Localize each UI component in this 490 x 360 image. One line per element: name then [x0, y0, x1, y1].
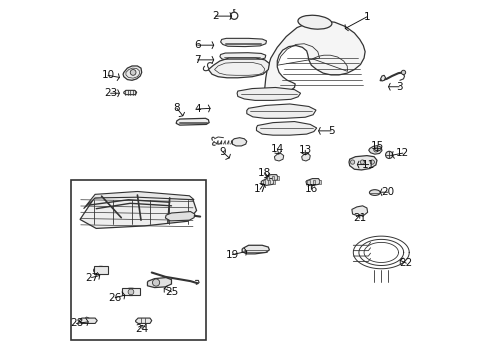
Polygon shape [261, 179, 274, 185]
Circle shape [374, 148, 378, 152]
Text: 16: 16 [305, 184, 318, 194]
Bar [94, 266, 108, 274]
Polygon shape [231, 138, 247, 146]
Polygon shape [247, 104, 316, 118]
Text: 4: 4 [195, 104, 201, 114]
Ellipse shape [94, 266, 108, 274]
Polygon shape [208, 58, 270, 78]
Text: 8: 8 [173, 103, 180, 113]
Polygon shape [266, 175, 278, 181]
Text: 3: 3 [396, 82, 402, 92]
Polygon shape [274, 153, 284, 161]
Text: 13: 13 [298, 145, 312, 155]
Circle shape [360, 160, 365, 164]
Text: 18: 18 [258, 168, 271, 178]
Circle shape [370, 160, 374, 164]
Bar [276, 176, 279, 180]
Bar [268, 180, 270, 184]
Polygon shape [237, 87, 300, 100]
Text: 2: 2 [212, 11, 219, 21]
Circle shape [152, 279, 160, 286]
Text: 25: 25 [165, 287, 178, 297]
Polygon shape [381, 75, 386, 81]
Bar [71, 180, 205, 339]
Polygon shape [242, 245, 270, 254]
Bar [319, 180, 321, 184]
Text: 19: 19 [226, 249, 239, 260]
Text: 27: 27 [85, 273, 98, 283]
Text: 7: 7 [195, 55, 201, 65]
Text: 17: 17 [253, 184, 267, 194]
Text: 12: 12 [396, 148, 410, 158]
Ellipse shape [298, 15, 332, 29]
Polygon shape [220, 39, 267, 46]
Text: 6: 6 [195, 40, 201, 50]
Polygon shape [123, 66, 142, 80]
Circle shape [350, 160, 355, 164]
Text: 15: 15 [371, 141, 384, 151]
Text: 14: 14 [270, 144, 284, 154]
Polygon shape [306, 179, 320, 185]
Text: 11: 11 [362, 159, 375, 170]
Circle shape [401, 70, 406, 75]
Text: 10: 10 [101, 70, 115, 80]
Polygon shape [176, 118, 209, 125]
Text: 21: 21 [353, 213, 367, 223]
Text: 23: 23 [104, 88, 117, 98]
Polygon shape [124, 90, 137, 95]
Polygon shape [256, 122, 317, 135]
Bar [122, 288, 140, 296]
Text: 5: 5 [328, 126, 334, 136]
Polygon shape [352, 206, 368, 216]
Polygon shape [166, 212, 195, 221]
Polygon shape [84, 192, 194, 209]
Bar [307, 180, 310, 184]
Bar [267, 176, 270, 180]
Polygon shape [368, 145, 382, 154]
Text: 1: 1 [364, 12, 370, 22]
Text: 22: 22 [400, 258, 413, 268]
Text: 28: 28 [70, 319, 83, 328]
Text: 20: 20 [381, 187, 394, 197]
Polygon shape [349, 156, 377, 170]
Polygon shape [147, 278, 172, 288]
Text: 24: 24 [135, 324, 148, 334]
Circle shape [386, 151, 393, 158]
Polygon shape [220, 53, 266, 60]
Polygon shape [136, 318, 152, 323]
Bar [263, 180, 265, 184]
Circle shape [130, 69, 136, 75]
Polygon shape [302, 153, 310, 161]
Text: 26: 26 [109, 293, 122, 303]
Bar [273, 180, 275, 184]
Polygon shape [265, 21, 365, 94]
Bar [272, 176, 274, 180]
Ellipse shape [369, 190, 380, 195]
Ellipse shape [122, 288, 140, 296]
Circle shape [128, 289, 134, 295]
Text: 9: 9 [220, 147, 226, 157]
Bar [313, 180, 315, 184]
Polygon shape [80, 195, 196, 228]
Polygon shape [79, 318, 97, 323]
